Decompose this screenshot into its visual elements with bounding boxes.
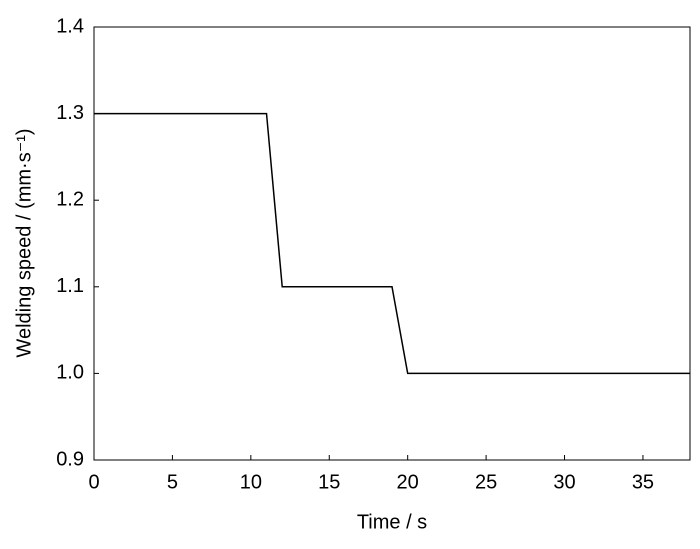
x-axis-label: Time / s bbox=[357, 511, 427, 533]
x-tick-label: 20 bbox=[397, 471, 419, 493]
y-tick-label: 1.3 bbox=[56, 102, 84, 124]
y-tick-label: 0.9 bbox=[56, 448, 84, 470]
x-tick-label: 15 bbox=[318, 471, 340, 493]
x-tick-label: 30 bbox=[553, 471, 575, 493]
data-line bbox=[94, 112, 690, 375]
plot-frame bbox=[93, 26, 691, 461]
y-tick-label: 1.0 bbox=[56, 362, 84, 384]
x-tick-label: 0 bbox=[88, 471, 99, 493]
x-tick-label: 5 bbox=[167, 471, 178, 493]
x-tick-label: 35 bbox=[632, 471, 654, 493]
x-tick-label: 10 bbox=[240, 471, 262, 493]
y-tick-label: 1.2 bbox=[56, 188, 84, 210]
y-axis-label: Welding speed / (mm·s⁻¹) bbox=[13, 128, 35, 357]
x-tick-label: 25 bbox=[475, 471, 497, 493]
y-tick-label: 1.1 bbox=[56, 275, 84, 297]
y-tick-label: 1.4 bbox=[56, 15, 84, 37]
